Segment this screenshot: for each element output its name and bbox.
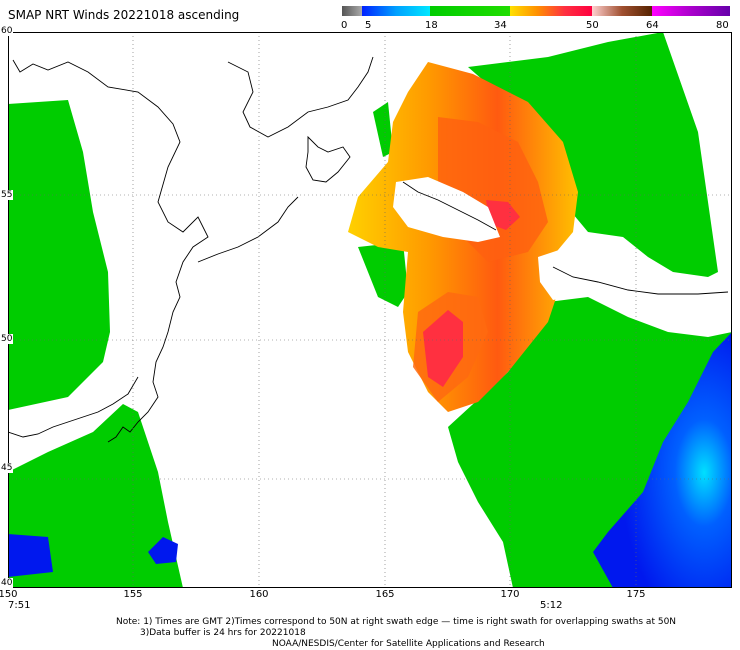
storm-core-south-red [423,310,463,387]
colorbar-label-0: 0 [341,20,348,31]
lon-label-150: 150 [0,589,18,600]
lon-label-155: 155 [123,589,143,600]
swath-time-right: 5:12 [540,600,563,611]
wind-swath-left-blue-2 [148,537,178,564]
wind-swath-right-north [468,32,718,277]
wind-map[interactable] [8,32,732,588]
swath-time-left: 7:51 [8,600,31,611]
colorbar-segment-extreme [652,6,730,16]
colorbar-segment-moderate [430,6,510,16]
wind-swath-left-blue [8,534,53,577]
colorbar-label-50: 50 [586,20,599,31]
wind-speed-colorbar [342,6,730,16]
lon-label-170: 170 [500,589,520,600]
lat-label-40: 40 [0,578,14,588]
wind-swath-right-blue [593,332,732,588]
map-title: SMAP NRT Winds 20221018 ascending [8,8,240,22]
wind-swath-mid-green-2 [373,102,393,157]
wind-swath-left-north [8,100,110,410]
lat-label-45: 45 [0,463,14,473]
lat-label-50: 50 [0,334,14,344]
colorbar-label-5: 5 [365,20,372,31]
lon-label-160: 160 [249,589,269,600]
colorbar-label-18: 18 [425,20,438,31]
colorbar-label-34: 34 [494,20,507,31]
lon-label-165: 165 [375,589,395,600]
lat-label-60: 60 [0,26,14,36]
graticule [8,32,732,588]
colorbar-segment-gale [510,6,592,16]
colorbar-segment-calm [342,6,362,16]
note-line-1: Note: 1) Times are GMT 2)Times correspon… [116,617,677,627]
lat-label-55: 55 [0,190,14,200]
colorbar-segment-light [362,6,430,16]
data-gap-north [393,177,500,242]
colorbar-segment-hurricane [592,6,652,16]
colorbar-label-80: 80 [716,20,729,31]
storm-core-north-red [486,200,520,230]
wind-swath-left-south [8,404,183,588]
note-line-2: 3)Data buffer is 24 hrs for 20221018 [140,628,306,638]
note-line-3: NOAA/NESDIS/Center for Satellite Applica… [272,639,545,649]
lon-label-175: 175 [626,589,646,600]
colorbar-label-64: 64 [646,20,659,31]
coastlines [8,56,729,443]
wind-swath-mid-green [358,242,408,307]
map-frame [8,32,732,588]
